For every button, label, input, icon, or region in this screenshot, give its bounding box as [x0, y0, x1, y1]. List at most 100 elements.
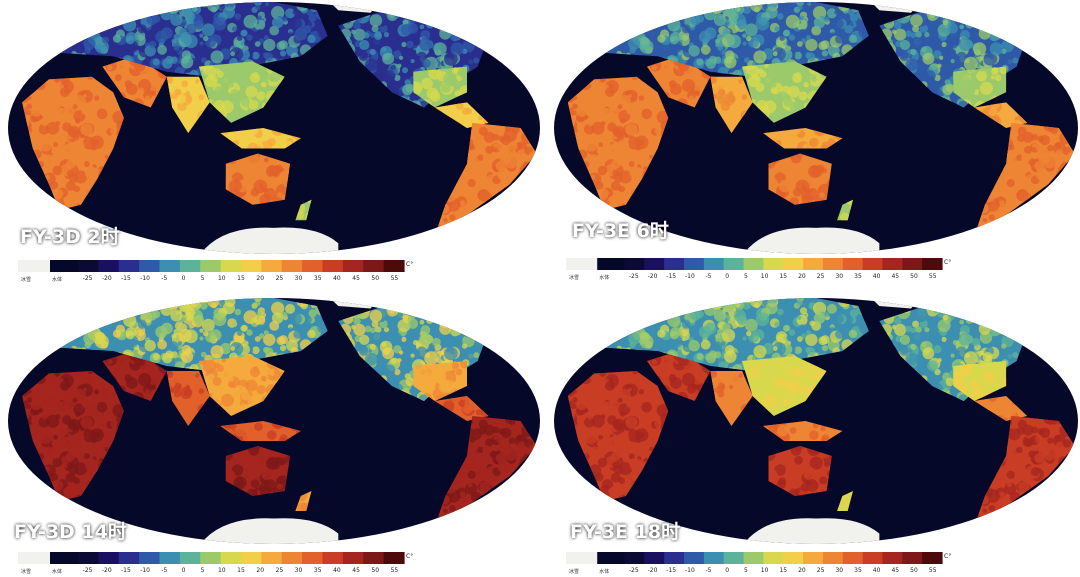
- legend-color-step: [383, 260, 405, 272]
- legend-color-step: [703, 552, 725, 564]
- legend-color-step: [842, 552, 864, 564]
- legend-unit-label: C°: [944, 553, 951, 560]
- world-map: [554, 298, 1078, 544]
- legend-color-step: [664, 552, 685, 564]
- map-panel-fy3d-14h: FY-3D 14时: [6, 296, 542, 546]
- legend-tick-label: 20: [256, 567, 264, 574]
- legend-tick-label: -5: [161, 275, 167, 282]
- legend-color-step: [342, 552, 364, 564]
- legend-tick-label: 30: [295, 275, 303, 282]
- legend-tick-label: 5: [744, 273, 748, 280]
- legend-color-step: [78, 552, 99, 564]
- legend-color-step: [644, 258, 665, 270]
- legend-tick-label: 25: [276, 275, 284, 282]
- legend-color-step: [200, 260, 222, 272]
- legend-color-step: [383, 552, 405, 564]
- legend-unit-label: C°: [944, 259, 951, 266]
- world-map: [8, 298, 540, 544]
- color-legend: 冰雪 水体 -25 -20 -15 -10 -5 0 5 10 15 20 25 30 35 40 45 50 55…: [566, 256, 956, 282]
- legend-water-swatch: [597, 552, 625, 564]
- legend-water-swatch: [50, 552, 78, 564]
- legend-color-step: [200, 552, 222, 564]
- legend-color-step: [703, 258, 725, 270]
- legend-tick-label: 10: [218, 275, 226, 282]
- legend-tick-label: 0: [182, 567, 186, 574]
- legend-water-label: 水体: [52, 276, 62, 283]
- legend-snow-label: 冰雪: [569, 568, 579, 575]
- legend-tick-label: -20: [648, 567, 658, 574]
- legend-color-step: [261, 260, 283, 272]
- legend-tick-label: 35: [854, 567, 862, 574]
- legend-color-step: [763, 552, 784, 564]
- legend-tick-label: -25: [83, 567, 93, 574]
- panel-label: FY-3E 6时: [572, 220, 669, 242]
- legend-tick-label: -20: [102, 567, 112, 574]
- legend-color-step: [342, 260, 364, 272]
- legend-tick-label: 5: [201, 275, 205, 282]
- color-legend: 冰雪 水体 -25 -20 -15 -10 -5 0 5 10 15 20 25 30 35 40 45 50 55…: [18, 258, 418, 284]
- legend-snow-swatch: [566, 552, 598, 564]
- legend-snow-swatch: [18, 260, 50, 272]
- map-panel-fy3e-18h: FY-3E 18时: [552, 296, 1080, 546]
- legend-tick-label: 50: [371, 567, 379, 574]
- legend-tick-label: -10: [140, 567, 150, 574]
- legend-tick-label: 35: [854, 273, 862, 280]
- legend-tick-label: -5: [706, 273, 712, 280]
- legend-tick-label: -25: [629, 567, 639, 574]
- legend-tick-label: 55: [391, 275, 399, 282]
- legend-color-step: [220, 552, 242, 564]
- legend-water-swatch: [597, 258, 625, 270]
- legend-tick-label: -20: [102, 275, 112, 282]
- legend-color-step: [922, 258, 943, 270]
- legend-color-step: [179, 260, 201, 272]
- legend-tick-label: -25: [629, 273, 639, 280]
- legend-color-step: [862, 258, 884, 270]
- legend-unit-label: C°: [406, 261, 413, 268]
- legend-tick-label: -15: [666, 273, 676, 280]
- world-map: [8, 2, 540, 254]
- legend-color-step: [241, 552, 262, 564]
- legend-tick-label: 15: [779, 273, 787, 280]
- legend-tick-label: 30: [835, 567, 843, 574]
- legend-tick-label: 40: [333, 275, 341, 282]
- legend-color-step: [803, 258, 824, 270]
- legend-tick-label: 45: [891, 567, 899, 574]
- legend-color-step: [261, 552, 283, 564]
- legend-color-step: [664, 258, 685, 270]
- legend-color-step: [743, 552, 764, 564]
- legend-tick-label: 20: [798, 567, 806, 574]
- legend-color-step: [882, 258, 903, 270]
- legend-tick-label: 25: [817, 273, 825, 280]
- legend-color-step: [363, 552, 385, 564]
- legend-tick-label: -20: [648, 273, 658, 280]
- legend-tick-label: -15: [121, 567, 131, 574]
- legend-color-step: [302, 260, 324, 272]
- legend-tick-label: 30: [835, 273, 843, 280]
- legend-color-step: [179, 552, 201, 564]
- legend-color-step: [281, 552, 303, 564]
- legend-tick-label: -10: [140, 275, 150, 282]
- legend-color-step: [902, 258, 923, 270]
- legend-tick-label: 20: [798, 273, 806, 280]
- legend-snow-label: 冰雪: [21, 276, 31, 283]
- legend-color-step: [98, 260, 120, 272]
- legend-color-step: [118, 260, 140, 272]
- legend-tick-label: 30: [295, 567, 303, 574]
- legend-tick-label: 15: [237, 275, 245, 282]
- legend-tick-label: 10: [761, 273, 769, 280]
- legend-tick-label: 40: [333, 567, 341, 574]
- legend-tick-label: 35: [314, 275, 322, 282]
- legend-tick-label: -5: [706, 567, 712, 574]
- legend-color-step: [644, 552, 665, 564]
- legend-tick-label: 20: [256, 275, 264, 282]
- legend-color-step: [783, 552, 804, 564]
- legend-color-step: [763, 258, 784, 270]
- legend-tick-label: 50: [371, 275, 379, 282]
- color-legend: 冰雪 水体 -25 -20 -15 -10 -5 0 5 10 15 20 25 30 35 40 45 50 55…: [566, 550, 956, 576]
- legend-tick-label: -10: [685, 273, 695, 280]
- legend-color-step: [842, 258, 864, 270]
- legend-tick-label: 55: [391, 567, 399, 574]
- legend-tick-label: 5: [744, 567, 748, 574]
- legend-tick-label: -15: [666, 567, 676, 574]
- legend-tick-label: 15: [779, 567, 787, 574]
